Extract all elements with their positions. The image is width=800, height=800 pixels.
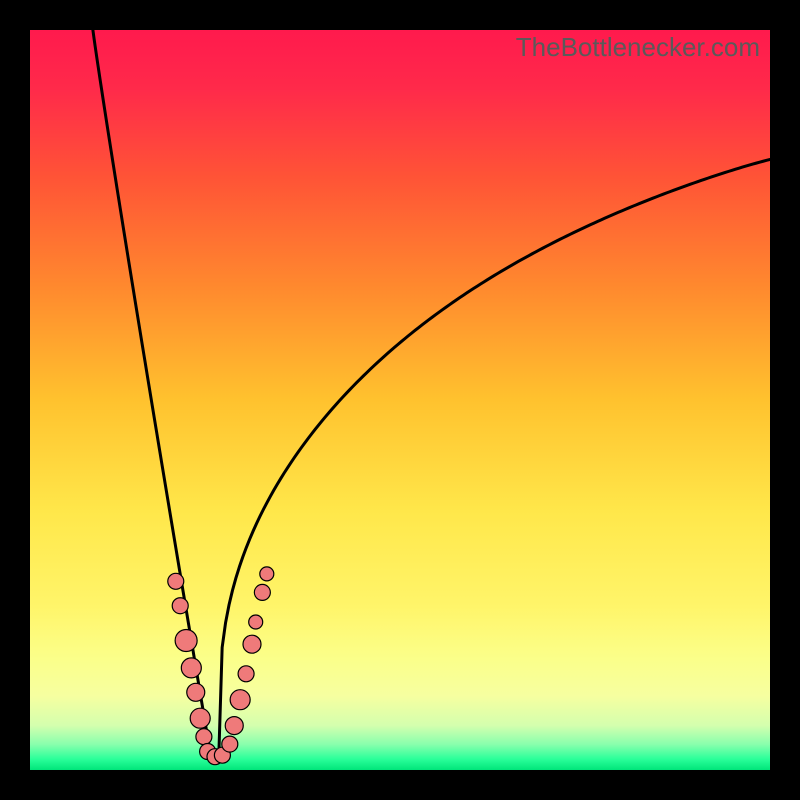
data-marker bbox=[168, 573, 184, 589]
data-marker bbox=[222, 736, 238, 752]
data-marker bbox=[190, 708, 210, 728]
data-marker bbox=[175, 630, 197, 652]
plot-area: TheBottlenecker.com bbox=[30, 30, 770, 770]
data-marker bbox=[196, 729, 212, 745]
data-marker bbox=[254, 584, 270, 600]
chart-frame: TheBottlenecker.com bbox=[0, 0, 800, 800]
data-marker bbox=[230, 690, 250, 710]
data-marker bbox=[181, 658, 201, 678]
data-marker bbox=[249, 615, 263, 629]
data-marker bbox=[187, 683, 205, 701]
data-marker bbox=[172, 598, 188, 614]
data-marker bbox=[225, 717, 243, 735]
data-marker bbox=[243, 635, 261, 653]
data-marker bbox=[260, 567, 274, 581]
curves-svg bbox=[30, 30, 770, 770]
data-marker bbox=[238, 666, 254, 682]
